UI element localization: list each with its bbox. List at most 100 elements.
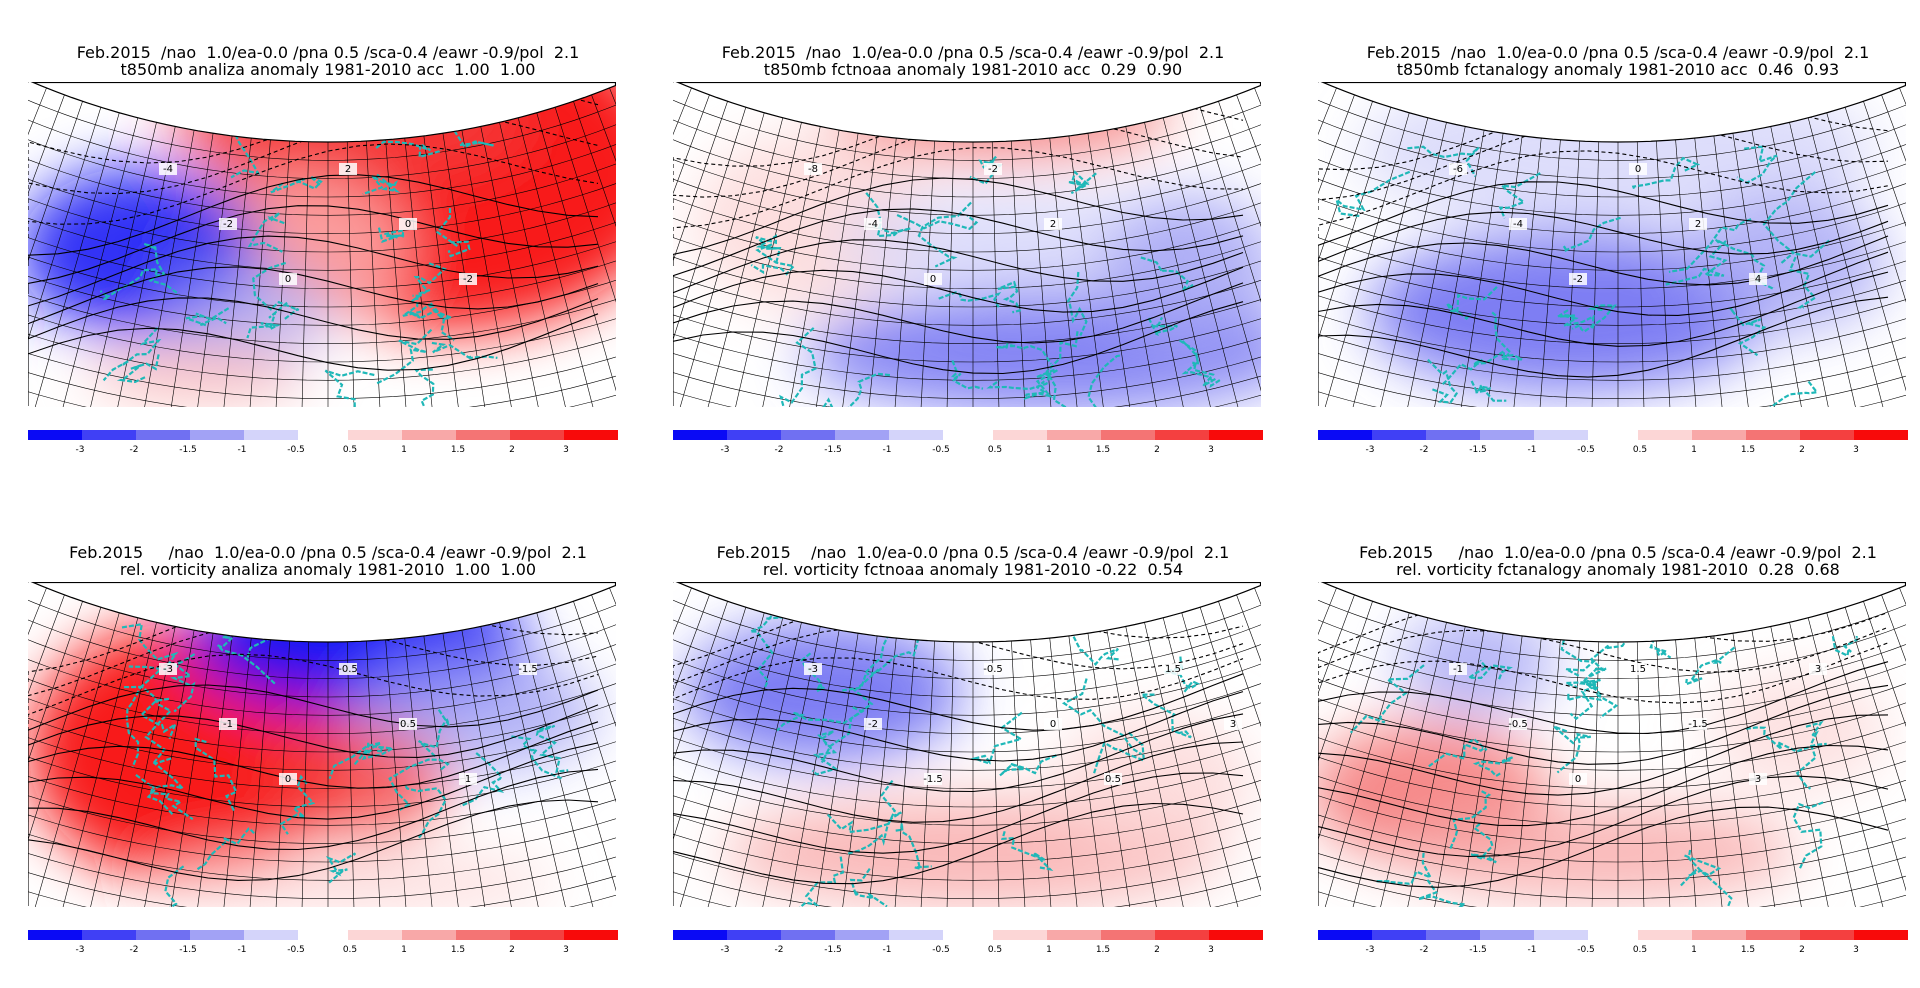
contour-label: -2 — [223, 219, 233, 230]
legend-swatch-negative — [1534, 430, 1588, 440]
contour-label: -1.5 — [923, 774, 943, 785]
domain-outline — [1320, 82, 1906, 143]
contour-label: 3 — [1230, 719, 1236, 730]
legend-label: -0.5 — [287, 445, 305, 455]
legend-label: -1.5 — [824, 945, 842, 955]
panel-title-line2: t850mb fctanalogy anomaly 1981-2010 acc … — [1396, 60, 1840, 79]
legend-swatch-positive — [402, 430, 456, 440]
contour-label: -2 — [868, 719, 878, 730]
legend-label: -3 — [1366, 445, 1375, 455]
legend-swatch-positive — [1047, 930, 1101, 940]
domain-outline — [1320, 582, 1906, 643]
panel-title-line2: t850mb fctnoaa anomaly 1981-2010 acc 0.2… — [763, 60, 1183, 79]
legend-label: -2 — [1420, 945, 1429, 955]
panel-title-line1: Feb.2015 /nao 1.0/ea-0.0 /pna 0.5 /sca-0… — [76, 43, 580, 62]
legend-swatch-negative — [1318, 430, 1372, 440]
contour-label: -0.5 — [983, 664, 1003, 675]
contour-label: -2 — [463, 274, 473, 285]
legend-swatch-positive — [1692, 930, 1746, 940]
legend-label: 1.5 — [1096, 945, 1110, 955]
legend-swatch-negative — [889, 930, 943, 940]
color-legend: -3 -2 -1.5 -1 -0.5 0.5 1 1.5 2 3 — [673, 430, 1263, 455]
graticule — [673, 582, 1261, 907]
legend-swatch-positive — [1155, 430, 1209, 440]
legend-swatch-negative — [1372, 430, 1426, 440]
contour-label: 1.5 — [1165, 664, 1181, 675]
legend-label: 3 — [1853, 945, 1859, 955]
panel-title-line2: t850mb analiza anomaly 1981-2010 acc 1.0… — [120, 60, 536, 79]
legend-swatch-positive — [564, 430, 618, 440]
contour-label: 0 — [930, 274, 936, 285]
legend-label: -3 — [76, 445, 85, 455]
domain-outline — [675, 582, 1261, 643]
legend-swatch-negative — [727, 930, 781, 940]
contour-label: -2 — [988, 164, 998, 175]
legend-label: -1 — [883, 445, 892, 455]
legend-label: 3 — [563, 945, 569, 955]
legend-label: 1.5 — [1741, 945, 1755, 955]
legend-swatch-positive — [1800, 930, 1854, 940]
contour-label: -0.5 — [1508, 719, 1528, 730]
legend-swatch-negative — [727, 430, 781, 440]
contour-label: 0 — [1575, 774, 1581, 785]
color-legend: -3 -2 -1.5 -1 -0.5 0.5 1 1.5 2 3 — [28, 430, 618, 455]
anomaly-map: -3 -1 0 -0.5 0.5 1 -1.5 — [28, 582, 616, 907]
panel-title-line1: Feb.2015 /nao 1.0/ea-0.0 /pna 0.5 /sca-0… — [1359, 543, 1877, 562]
panel-title-line1: Feb.2015 /nao 1.0/ea-0.0 /pna 0.5 /sca-0… — [716, 543, 1230, 562]
legend-swatch-positive — [1854, 930, 1908, 940]
legend-swatch-negative — [1534, 930, 1588, 940]
legend-swatch-negative — [136, 430, 190, 440]
contour-label: -4 — [163, 164, 173, 175]
legend-swatch-positive — [1209, 430, 1263, 440]
contour-label: -3 — [808, 664, 818, 675]
legend-swatch-negative — [1480, 430, 1534, 440]
contour-label: 2 — [1695, 219, 1701, 230]
legend-label: 3 — [1208, 945, 1214, 955]
contour-label: 0 — [1050, 719, 1056, 730]
legend-swatch-negative — [244, 930, 298, 940]
contour-label: 0.5 — [400, 719, 416, 730]
legend-label: 2 — [1154, 945, 1160, 955]
legend-label: 1 — [1046, 445, 1052, 455]
panel-title-line1: Feb.2015 /nao 1.0/ea-0.0 /pna 0.5 /sca-0… — [1366, 43, 1870, 62]
domain-outline — [30, 582, 616, 643]
legend-label: 1.5 — [451, 445, 465, 455]
legend-label: 1 — [1691, 945, 1697, 955]
legend-label: 3 — [1853, 445, 1859, 455]
legend-label: 2 — [509, 445, 515, 455]
legend-label: -1 — [883, 945, 892, 955]
legend-label: -1.5 — [179, 945, 197, 955]
legend-label: 0.5 — [1633, 445, 1647, 455]
legend-swatch-positive — [564, 930, 618, 940]
contour-lines — [1318, 89, 1889, 406]
legend-swatch-positive — [1800, 430, 1854, 440]
legend-swatch-positive — [348, 930, 402, 940]
legend-label: 1 — [401, 945, 407, 955]
legend-label: -1 — [1528, 445, 1537, 455]
legend-swatch-positive — [1638, 430, 1692, 440]
legend-label: -0.5 — [1577, 945, 1595, 955]
legend-label: 1.5 — [451, 945, 465, 955]
legend-label: 2 — [509, 945, 515, 955]
legend-label: -3 — [76, 945, 85, 955]
contour-label: -3 — [163, 664, 173, 675]
contour-label: 1.5 — [1630, 664, 1646, 675]
legend-swatch-positive — [402, 930, 456, 940]
domain-outline — [675, 82, 1261, 143]
anomaly-map: -3 -2 -1.5 -0.5 0 0.5 1.5 3 — [673, 582, 1261, 907]
contour-label: 3 — [1755, 774, 1761, 785]
legend-swatch-negative — [82, 930, 136, 940]
panel-title-line1: Feb.2015 /nao 1.0/ea-0.0 /pna 0.5 /sca-0… — [721, 43, 1225, 62]
contour-label: -0.5 — [338, 664, 358, 675]
contour-label: -1 — [1453, 664, 1463, 675]
legend-swatch-positive — [1101, 930, 1155, 940]
anomaly-map: -8 -4 0 -2 2 — [673, 82, 1261, 407]
coastline — [99, 102, 498, 407]
legend-label: -1 — [238, 445, 247, 455]
legend-swatch-positive — [1047, 430, 1101, 440]
legend-swatch-negative — [190, 930, 244, 940]
legend-label: -2 — [1420, 445, 1429, 455]
legend-swatch-negative — [1426, 930, 1480, 940]
coastline — [749, 595, 1200, 907]
legend-swatch-positive — [1692, 430, 1746, 440]
